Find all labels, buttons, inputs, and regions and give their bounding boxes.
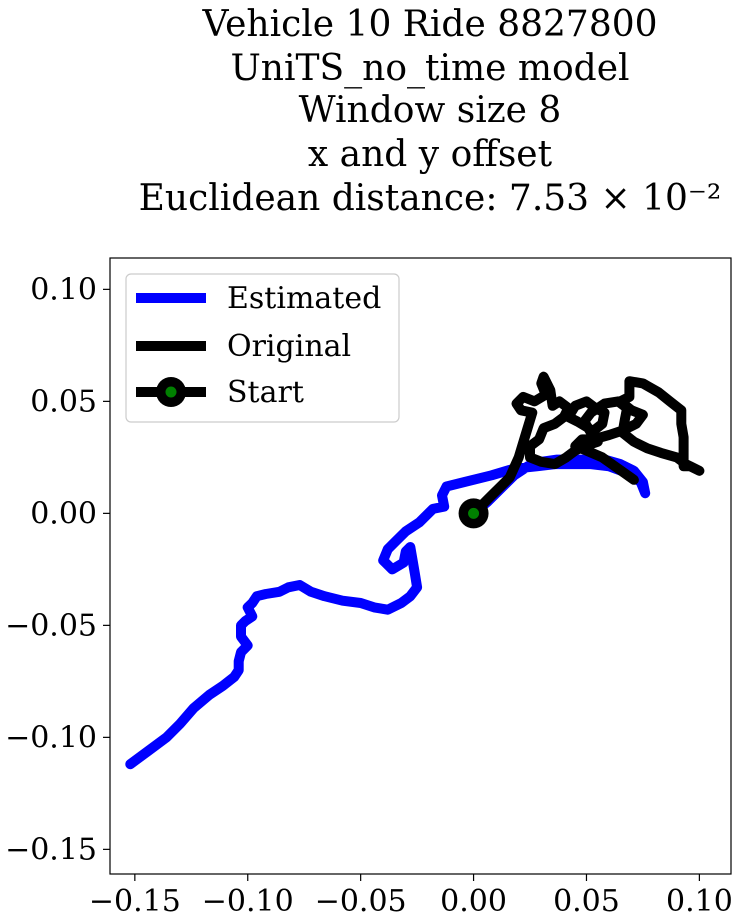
y-tick-label: 0.00 xyxy=(30,496,97,531)
title-line-4: x and y offset xyxy=(308,134,553,175)
y-axis: −0.15 −0.10 −0.05 0.00 0.05 0.10 xyxy=(5,272,110,867)
x-tick-label: 0.10 xyxy=(666,884,733,919)
y-tick-label: −0.05 xyxy=(5,608,97,643)
series-line-estimated xyxy=(125,454,651,770)
y-tick-label: 0.10 xyxy=(30,272,97,307)
legend-box xyxy=(125,273,400,423)
y-tick-label: 0.05 xyxy=(30,384,97,419)
legend-label-start: Start xyxy=(227,375,304,410)
x-tick-label: −0.10 xyxy=(202,884,294,919)
x-tick-label: −0.15 xyxy=(89,884,181,919)
legend: Estimated Original Start xyxy=(125,273,400,423)
legend-marker-inner xyxy=(165,386,177,398)
x-tick-label: 0.05 xyxy=(553,884,620,919)
plot-content xyxy=(125,371,705,770)
title-line-5: Euclidean distance: 7.53 × 10⁻² xyxy=(139,178,722,219)
y-tick-label: −0.15 xyxy=(5,832,97,867)
x-tick-label: −0.05 xyxy=(315,884,407,919)
legend-label-original: Original xyxy=(227,329,351,364)
series-line-original xyxy=(468,371,705,519)
x-tick-label: 0.00 xyxy=(440,884,507,919)
legend-label-estimated: Estimated xyxy=(227,281,381,316)
title-line-1: Vehicle 10 Ride 8827800 xyxy=(201,4,657,45)
title-line-3: Window size 8 xyxy=(299,90,562,131)
start-marker-inner xyxy=(468,507,480,519)
x-axis: −0.15 −0.10 −0.05 0.00 0.05 0.10 xyxy=(89,874,733,919)
y-tick-label: −0.10 xyxy=(5,720,97,755)
title-line-2: UniTS_no_time model xyxy=(230,48,629,89)
